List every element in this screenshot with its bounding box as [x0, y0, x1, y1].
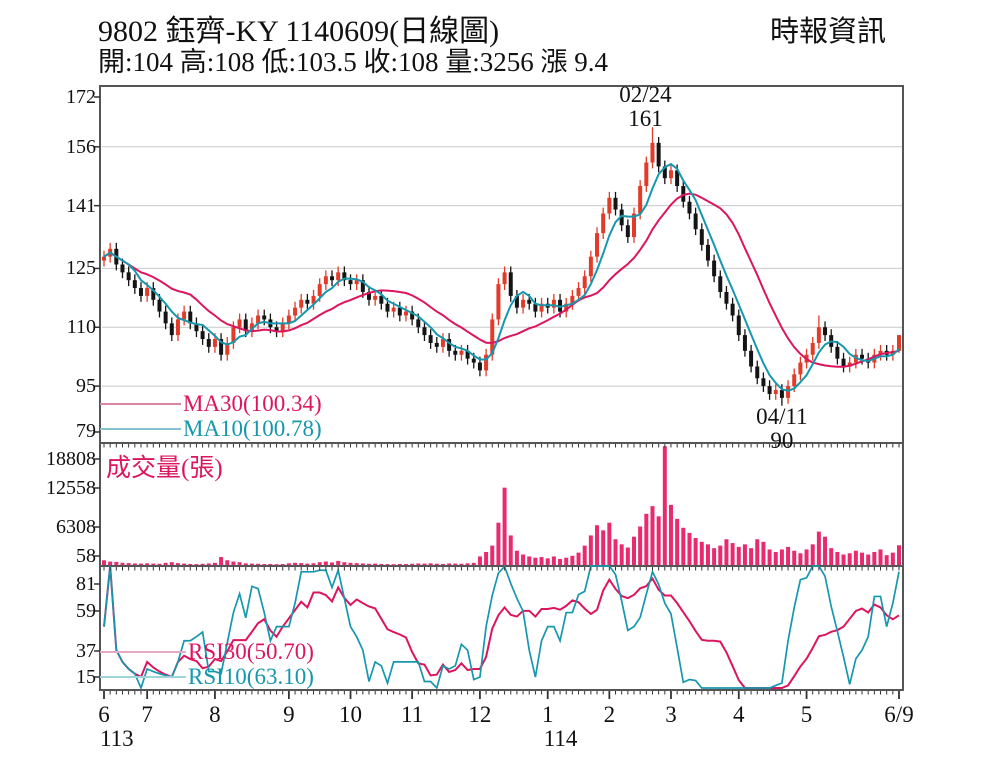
peak-value-annotation: 161: [628, 106, 663, 131]
price-tick-label: 141: [66, 194, 96, 217]
month-label: 12: [468, 702, 492, 727]
year-label: 114: [543, 726, 578, 751]
peak-date-annotation: 02/24: [619, 82, 672, 107]
month-label: 6: [98, 702, 110, 727]
volume-tick-label: 58: [76, 545, 96, 567]
trough-date-annotation: 04/11: [756, 404, 808, 429]
rsi10-line: [103, 564, 900, 691]
price-tick-label: 172: [66, 86, 96, 108]
ma10-legend-label: MA10(100.78): [183, 416, 322, 441]
rsi-tick-label: 81: [76, 573, 96, 595]
rsi10-legend-label: RSI10(63.10): [188, 664, 314, 689]
ma30-legend-label: MA30(100.34): [183, 391, 322, 416]
month-label: 4: [733, 702, 745, 727]
rsi30-legend-label: RSI30(50.70): [188, 639, 314, 664]
rsi-tick-label: 15: [76, 666, 96, 688]
trough-value-annotation: 90: [770, 428, 794, 453]
month-label: 5: [800, 702, 813, 727]
rsi-pane-border: [99, 565, 904, 691]
month-label: 11: [401, 702, 424, 727]
volume-bars: [102, 446, 901, 566]
price-tick-label: 79: [76, 420, 96, 442]
price-tick-label: 156: [66, 135, 96, 158]
price-tick-label: 95: [76, 375, 96, 398]
volume-tick-label: 6308: [56, 516, 96, 538]
volume-tick-label: 18808: [46, 448, 96, 470]
rsi-tick-label: 59: [76, 600, 96, 622]
month-label: 2: [603, 702, 616, 727]
ma10-line: [103, 162, 900, 392]
year-label: 113: [100, 726, 134, 751]
month-label: 7: [141, 702, 153, 727]
rsi-tick-label: 37: [76, 640, 96, 662]
month-label: 6/9: [884, 702, 914, 727]
candlesticks: [102, 127, 901, 406]
page-title: 9802 鈺齊-KY 1140609(日線圖): [98, 15, 500, 48]
month-label: 1: [541, 702, 554, 727]
volume-tick-label: 12558: [46, 477, 96, 499]
price-tick-label: 125: [66, 257, 96, 280]
vendor-label: 時報資訊: [770, 16, 887, 48]
month-label: 3: [665, 702, 677, 727]
month-label: 10: [339, 702, 362, 727]
month-label: 9: [283, 702, 295, 727]
volume-pane-title: 成交量(張): [106, 455, 223, 482]
month-label: 8: [209, 702, 221, 727]
price-tick-label: 110: [66, 316, 96, 339]
ohlc-quote-line: 開:104 高:108 低:103.5 收:108 量:3256 漲 9.4: [98, 47, 609, 77]
ma30-line: [103, 192, 900, 368]
